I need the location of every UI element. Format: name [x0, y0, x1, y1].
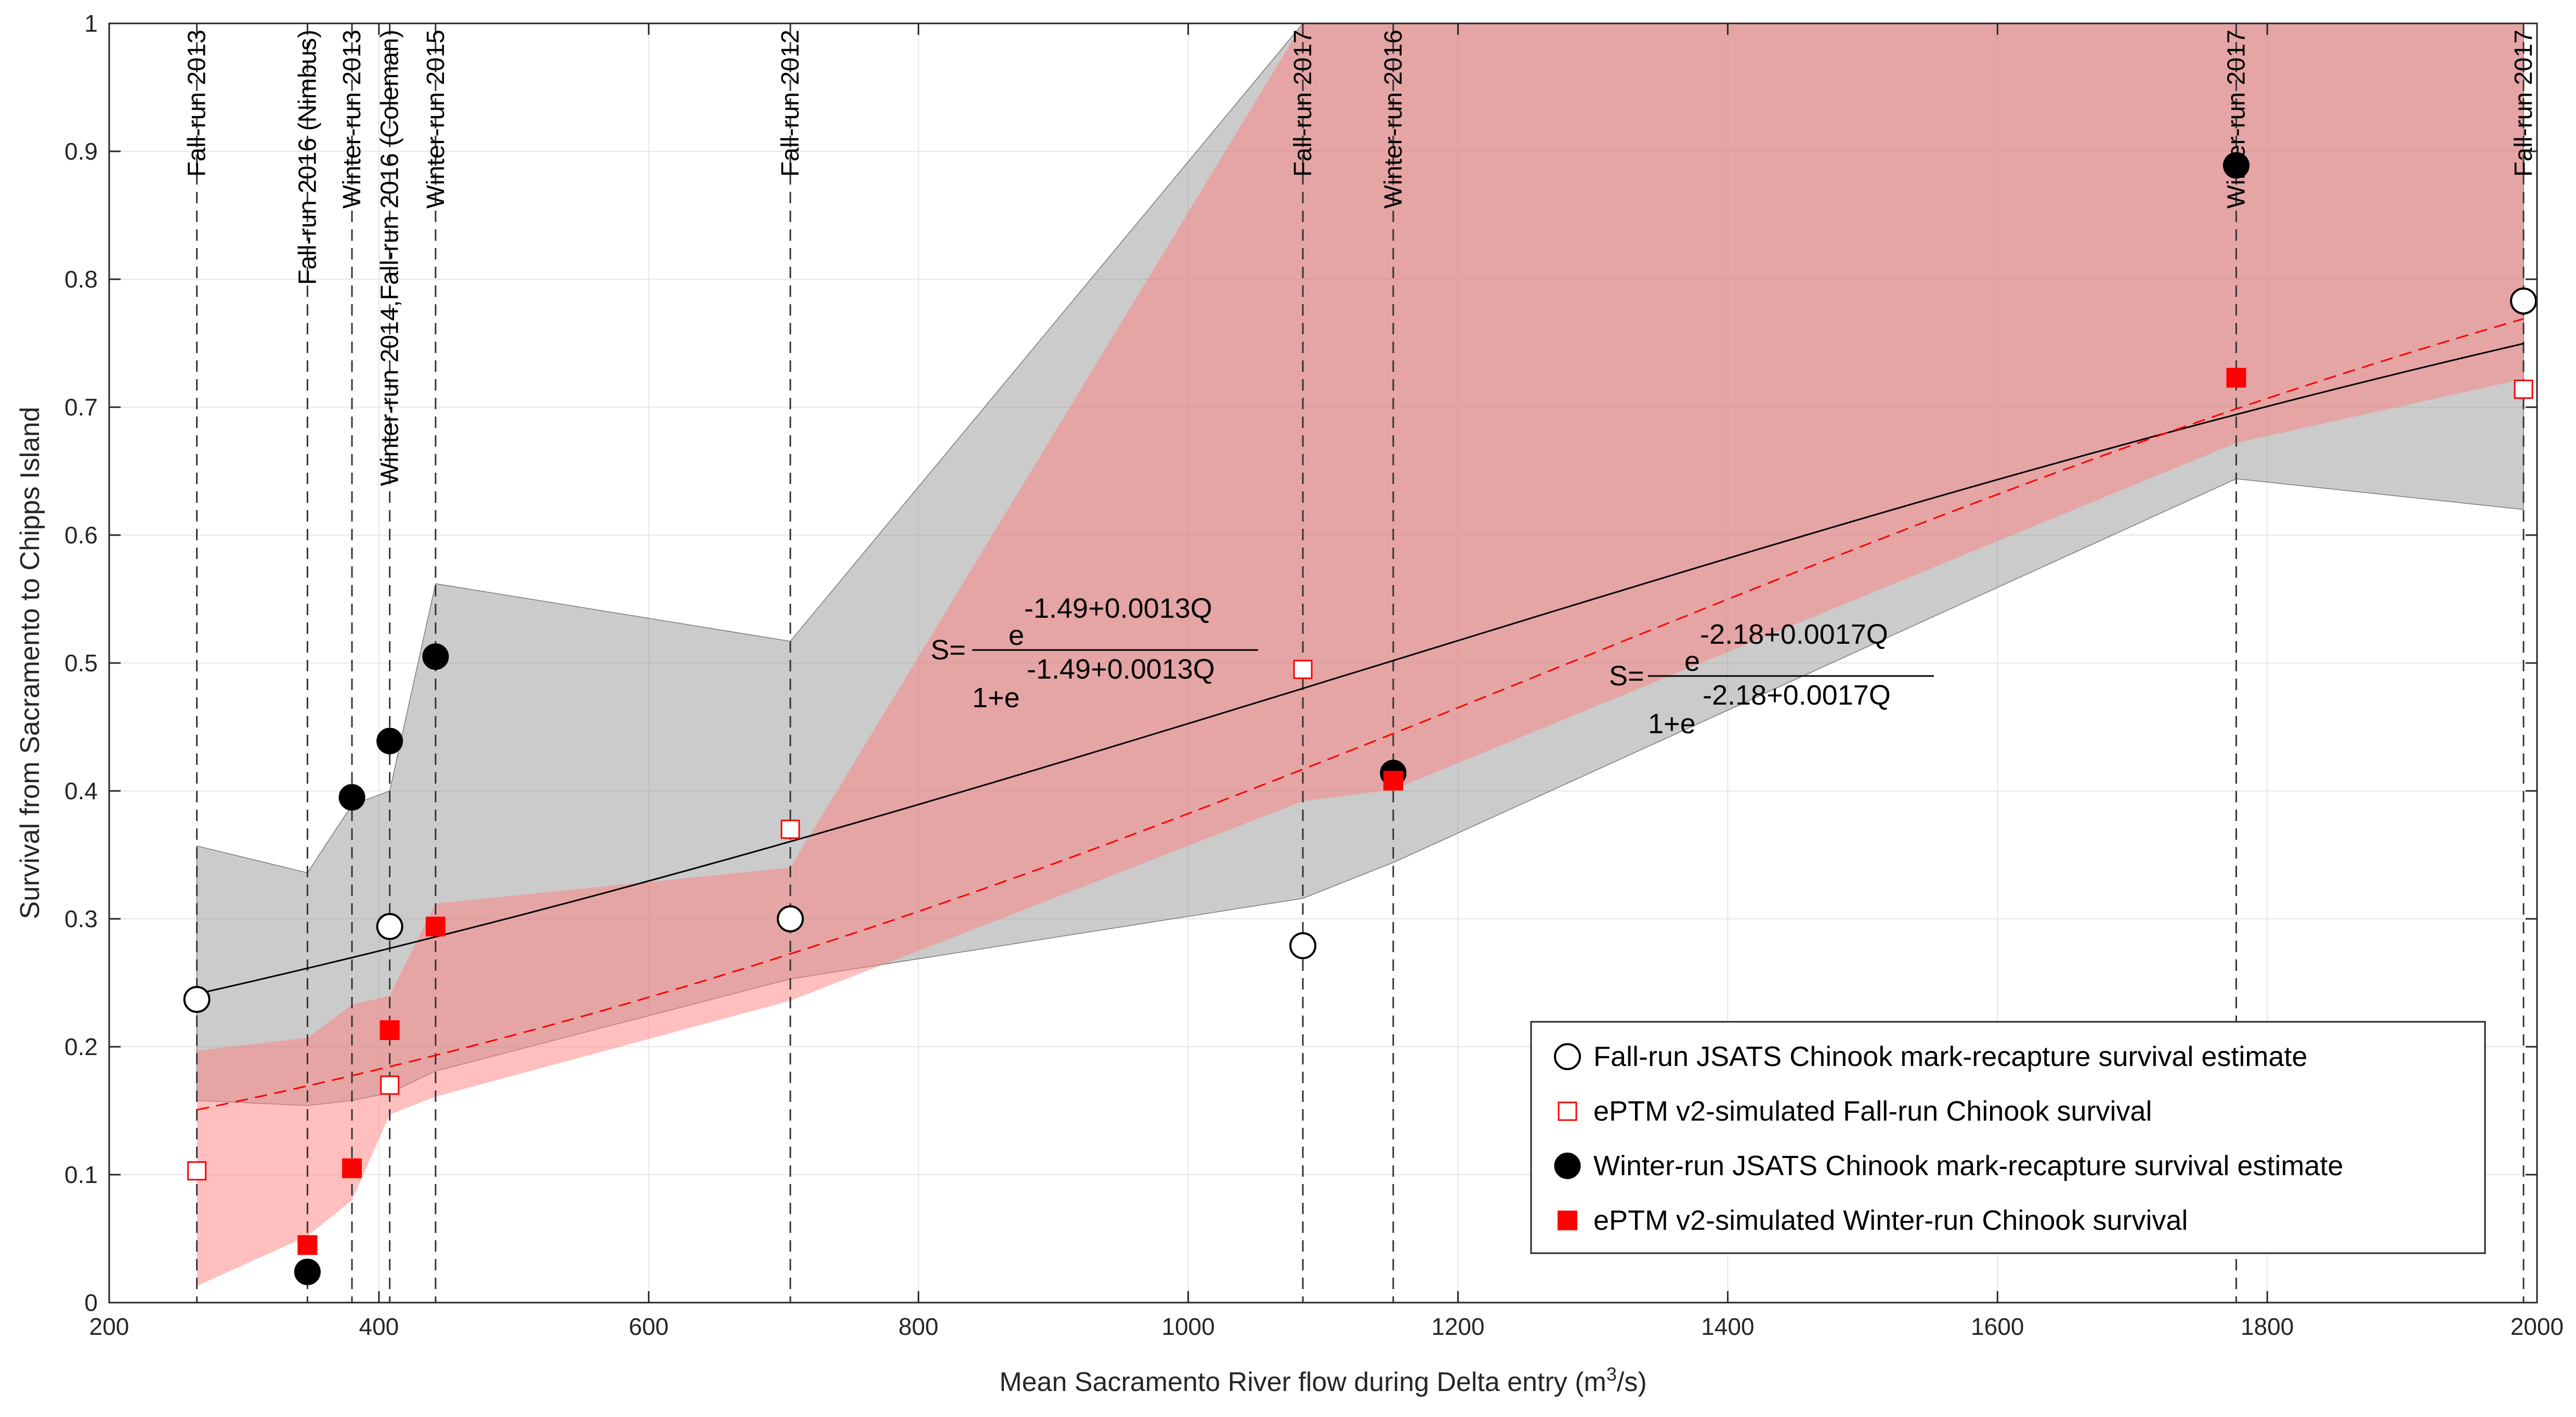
- x-tick-label: 1200: [1431, 1313, 1484, 1340]
- data-point-series-1: [183, 985, 211, 1013]
- reference-line-label: Fall-run 2013: [184, 30, 211, 177]
- data-point-series-4: [425, 916, 446, 937]
- confidence-bands: [196, 23, 2524, 1286]
- equation-denominator-exponent: -2.18+0.0017Q: [1703, 680, 1891, 711]
- x-tick-label: 1600: [1971, 1313, 2024, 1340]
- data-point-series-4: [1383, 771, 1403, 791]
- data-point-series-2: [187, 1161, 207, 1181]
- y-tick-label: 0.5: [64, 649, 98, 677]
- y-axis-title: Survival from Sacramento to Chipps Islan…: [15, 407, 45, 919]
- fit-curves: [197, 318, 2524, 1111]
- x-tick-label: 1400: [1701, 1313, 1754, 1340]
- y-tick-label: 0.4: [64, 777, 98, 804]
- reference-line-label: Fall-run 2012: [777, 30, 804, 177]
- reference-line-label: Fall-run 2017: [1289, 30, 1317, 177]
- data-point-series-4: [297, 1235, 318, 1255]
- data-points: [183, 152, 2538, 1285]
- data-point-series-3: [422, 643, 449, 670]
- y-tick-label: 0.3: [64, 905, 98, 932]
- x-tick-label: 200: [89, 1313, 129, 1340]
- y-tick-label: 0: [84, 1289, 98, 1316]
- y-tick-label: 1: [84, 10, 98, 37]
- data-point-series-4: [342, 1158, 362, 1178]
- reference-line-label: Winter-run 2015: [422, 30, 450, 209]
- x-tick-label: 400: [359, 1313, 399, 1340]
- y-tick-label: 0.7: [64, 394, 98, 421]
- x-tick-label: 600: [629, 1313, 669, 1340]
- equation-denominator: 1+e: [1648, 708, 1696, 739]
- equation-numerator-exponent: -2.18+0.0017Q: [1700, 619, 1888, 650]
- x-tick-label: 1800: [2241, 1313, 2294, 1340]
- x-tick-label: 800: [898, 1313, 938, 1340]
- legend-entry-label: ePTM v2-simulated Winter-run Chinook sur…: [1593, 1205, 2188, 1236]
- equation-numerator-exponent: -1.49+0.0013Q: [1024, 593, 1212, 624]
- equation-numerator: e: [1684, 646, 1700, 677]
- fall-run-fit-curve: [197, 343, 2524, 995]
- data-point-series-2: [380, 1075, 400, 1095]
- reference-line-label: Winter-run 2013: [338, 30, 366, 209]
- legend-box: [1530, 1021, 2486, 1254]
- equation-denominator-exponent: -1.49+0.0013Q: [1027, 654, 1215, 685]
- y-tick-label: 0.9: [64, 138, 98, 165]
- x-tick-label: 1000: [1161, 1313, 1214, 1340]
- winter-run-fit-curve: [197, 318, 2524, 1111]
- legend-marker: [1554, 1152, 1581, 1179]
- reference-line-label: Winter-run 2016: [1380, 30, 1407, 209]
- legend-entry-label: Winter-run JSATS Chinook mark-recapture …: [1593, 1150, 2343, 1181]
- x-axis-title: Mean Sacramento River flow during Delta …: [999, 1363, 1646, 1397]
- y-tick-label: 0.2: [64, 1033, 98, 1060]
- data-point-series-2: [1293, 659, 1313, 679]
- legend-marker: [1554, 1043, 1581, 1070]
- axes: 200 400 600 800 1000 1200 1400 1600 1800 2000 0 0.1…: [15, 10, 2564, 1397]
- data-point-series-4: [380, 1020, 400, 1041]
- reference-line-label: Winter-run 2017: [2222, 30, 2250, 209]
- data-point-series-4: [2226, 368, 2246, 388]
- data-point-series-3: [338, 784, 365, 811]
- x-tick-label: 2000: [2510, 1313, 2564, 1340]
- y-tick-label: 0.8: [64, 266, 98, 293]
- equation-prefix: S=: [931, 634, 966, 666]
- reference-line-label: Winter-run 2014,Fall-run 2016 (Coleman): [376, 30, 404, 486]
- data-point-series-3: [376, 727, 403, 755]
- legend-entry-label: Fall-run JSATS Chinook mark-recapture su…: [1593, 1041, 2307, 1072]
- legend-marker: [1558, 1101, 1577, 1121]
- y-tick-label: 0.1: [64, 1161, 98, 1188]
- legend: Fall-run JSATS Chinook mark-recapture su…: [1530, 1021, 2486, 1254]
- legend-entry-label: ePTM v2-simulated Fall-run Chinook survi…: [1593, 1096, 2152, 1127]
- data-point-series-2: [2514, 380, 2533, 399]
- fall-run-confidence-band: [197, 23, 2524, 1286]
- data-point-series-3: [2222, 152, 2250, 179]
- reference-line-label: Fall-run 2016 (Nimbus): [294, 30, 321, 285]
- equation-numerator: e: [1009, 620, 1024, 651]
- data-point-series-1: [777, 905, 804, 932]
- y-tick-label: 0.6: [64, 522, 98, 549]
- equation-prefix: S=: [1609, 660, 1644, 692]
- data-point-series-1: [2510, 287, 2538, 315]
- data-point-series-3: [294, 1258, 321, 1285]
- data-point-series-1: [376, 913, 403, 940]
- data-point-series-2: [780, 820, 800, 839]
- legend-marker: [1558, 1211, 1577, 1230]
- data-point-series-1: [1289, 932, 1317, 959]
- vertical-reference-lines: Fall-run 2013 Fall-run 2016 (Nimbus) Winte…: [184, 23, 2538, 1303]
- reference-line-label: Fall-run 2017: [2510, 30, 2538, 177]
- equation-denominator: 1+e: [972, 682, 1020, 713]
